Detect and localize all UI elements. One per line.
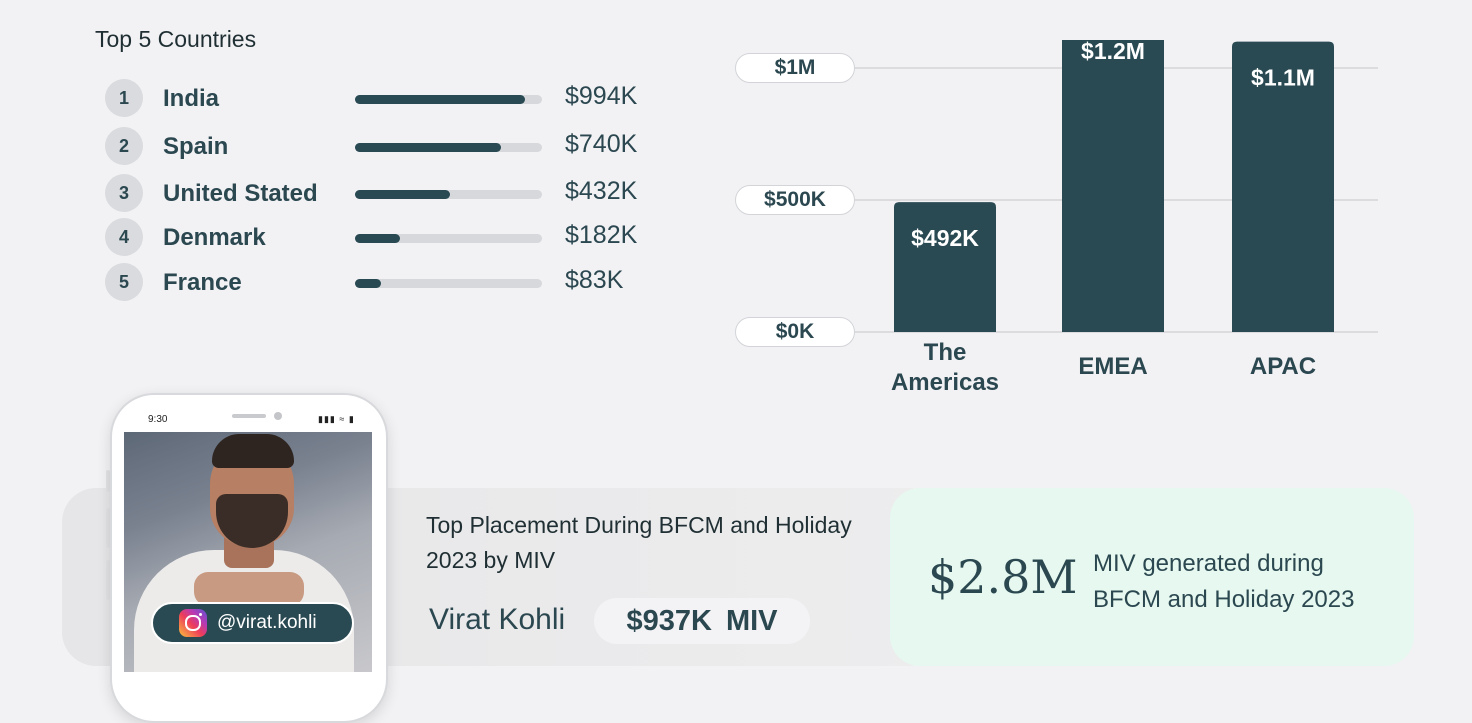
battery-icon: ▮ [348,414,355,424]
x-category-line: EMEA [1078,353,1148,380]
person-hair [212,434,294,468]
bar [894,202,996,332]
country-name: Spain [163,133,229,160]
x-category-line: APAC [1249,353,1317,380]
status-icons: ▮▮▮ ≈ ▮ [318,414,355,425]
x-category-line: Americas [890,369,1000,396]
country-value: $740K [565,130,638,158]
progress-track [355,143,542,152]
miv-pill: $937K MIV [594,598,810,644]
y-tick-label: $1M [735,53,855,83]
creator-handle-pill[interactable]: @virat.kohli [151,602,354,644]
bar-value-label: $1.1M [1251,65,1315,91]
y-tick-label: $500K [735,185,855,215]
signal-icon: ▮▮▮ [318,414,336,424]
bar-value-label: $1.2M [1081,40,1145,64]
country-name: Denmark [163,224,266,251]
miv-unit: MIV [725,604,778,637]
x-category-label: The Americas [875,338,1015,398]
x-category-label: EMEA [1043,352,1183,382]
country-name: United Stated [163,180,318,207]
phone-speaker [232,414,266,418]
rank-badge: 3 [105,174,143,212]
country-name: India [163,85,220,112]
country-name: France [163,269,242,296]
countries-title: Top 5 Countries [95,26,257,52]
phone-mute-button [106,470,110,492]
country-value: $182K [565,221,638,249]
summary-card [890,488,1414,666]
creator-name: Virat Kohli [429,603,566,636]
country-row: 5 France $83K [105,263,665,303]
y-tick-label: $0K [735,317,855,347]
rank-badge: 2 [105,127,143,165]
placement-title: Top Placement During BFCM and Holiday 20… [426,512,852,573]
progress-fill [355,234,400,243]
person-hands [194,572,304,606]
creator-handle: @virat.kohli [217,612,317,633]
progress-track [355,95,542,104]
phone-camera [274,412,282,420]
progress-fill [355,279,382,288]
summary-value: $2.8M [928,550,1078,604]
country-row: 2 Spain $740K [105,127,665,167]
rank-badge: 5 [105,263,143,301]
miv-value: $937K [626,604,712,637]
phone-volume-down-button [106,560,110,600]
status-time: 9:30 [148,414,168,425]
x-category-line: The [923,339,967,366]
progress-fill [355,95,526,104]
instagram-icon [179,609,207,637]
country-row: 1 India $994K [105,79,665,119]
country-value: $994K [565,82,638,110]
rank-badge: 1 [105,79,143,117]
bar [1232,41,1334,332]
chart-svg: $492K $1.2M $1.1M [850,40,1378,333]
x-category-label: APAC [1213,352,1353,382]
rank-badge: 4 [105,218,143,256]
regional-bar-chart: $492K $1.2M $1.1M $0K $500K $1M The Americas EM… [730,40,1390,410]
progress-fill [355,143,501,152]
bar [1062,40,1164,332]
summary-description: MIV generated during BFCM and Holiday 20… [1093,550,1355,613]
bar-value-label: $492K [911,225,979,251]
progress-fill [355,190,451,199]
progress-track [355,190,542,199]
wifi-icon: ≈ [339,414,346,424]
country-value: $432K [565,177,638,205]
country-row: 4 Denmark $182K [105,218,665,258]
progress-track [355,279,542,288]
country-value: $83K [565,266,624,294]
progress-track [355,234,542,243]
country-row: 3 United Stated $432K [105,174,665,214]
phone-volume-up-button [106,508,110,548]
